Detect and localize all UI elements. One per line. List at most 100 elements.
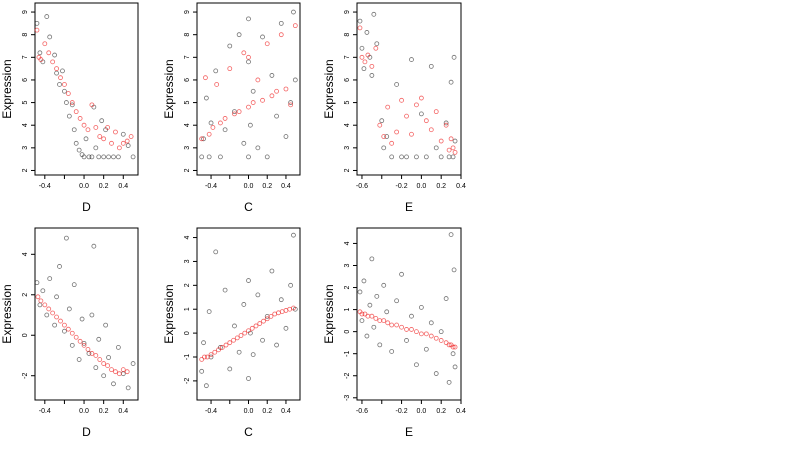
point-black [246,376,251,381]
point-red [42,302,48,308]
point-black [428,63,434,69]
scatter-panel-top-right: -0.6 -0.2 0.0 0.2 0.4 2 3 4 5 6 7 8 9 E Expression [322,2,466,214]
point-black [246,278,251,283]
point-black [115,344,121,350]
point-red [42,41,48,47]
point-black [199,368,205,374]
point-black [389,154,395,160]
point-red [399,324,404,330]
plot-frame [34,2,139,176]
point-red [113,369,118,375]
point-red [101,136,107,142]
point-black [203,95,209,101]
point-black [37,302,43,308]
plot-frame [356,227,462,401]
point-black [34,20,40,26]
y-tick-label: -1 [184,354,191,360]
point-red [389,140,395,146]
point-black [423,346,429,352]
y-tick-label: 3 [184,259,191,263]
y-tick-label: 9 [22,10,29,14]
point-red [274,88,279,94]
point-black [379,118,385,124]
point-red [113,129,118,135]
y-tick-label: 1 [184,307,191,311]
point-black [62,88,67,94]
point-black [371,324,377,330]
point-black [236,32,242,38]
point-red [418,331,424,337]
point-black [89,312,95,318]
point-black [433,371,439,376]
point-black [125,385,131,391]
point-black [47,34,53,40]
point-black [359,45,365,51]
x-axis-label: E [405,425,413,439]
point-black [399,271,404,277]
x-tick-label: 0.2 [99,408,109,415]
point-black [292,77,298,83]
point-black [73,140,79,146]
point-red [85,347,91,352]
point-black [247,122,253,128]
x-axis-label: D [82,425,91,439]
point-red [109,140,114,146]
x-axis-label: E [405,200,413,214]
point-red [77,116,83,121]
point-black [374,293,380,299]
y-tick-label: 9 [344,10,351,14]
point-red [34,27,40,33]
point-black [450,154,456,160]
point-black [255,145,261,151]
point-black [93,145,99,151]
point-red [369,63,375,69]
y-tick-label: 2 [22,293,29,297]
x-tick-label: 0.2 [99,183,109,190]
point-black [76,147,82,153]
point-black [250,352,256,358]
point-red [65,326,71,332]
point-red [93,125,99,130]
point-red [269,93,275,99]
point-black [364,333,370,339]
point-black [44,312,50,318]
point-red [105,125,110,130]
point-red [50,310,56,316]
point-red [81,342,87,348]
point-red [373,316,379,321]
y-tick-label: 6 [22,78,29,82]
point-black [201,136,206,142]
point-black [274,342,279,348]
x-tick-label: 0.0 [417,408,427,415]
point-red [261,318,266,324]
point-black [218,154,223,160]
point-red [210,125,216,130]
point-black [423,154,429,160]
point-black [66,113,72,119]
point-black [278,20,284,26]
point-red [58,75,63,81]
point-black [443,296,449,301]
point-red [232,111,237,117]
point-black [404,338,409,343]
y-tick-label: 4 [184,123,191,127]
point-black [199,154,205,160]
point-red [204,354,210,360]
point-red [69,330,75,336]
point-black [120,371,126,377]
point-black [443,120,449,126]
point-black [414,362,419,368]
point-black [404,154,409,160]
point-red [101,361,107,366]
point-black [260,34,265,40]
point-black [206,154,212,160]
point-red [38,298,44,304]
point-red [77,338,83,344]
point-black [93,365,99,371]
y-axis-label: Expression [322,284,336,343]
point-black [222,287,228,293]
point-red [264,316,270,322]
point-red [264,41,270,47]
x-tick-label: -0.4 [39,183,51,190]
